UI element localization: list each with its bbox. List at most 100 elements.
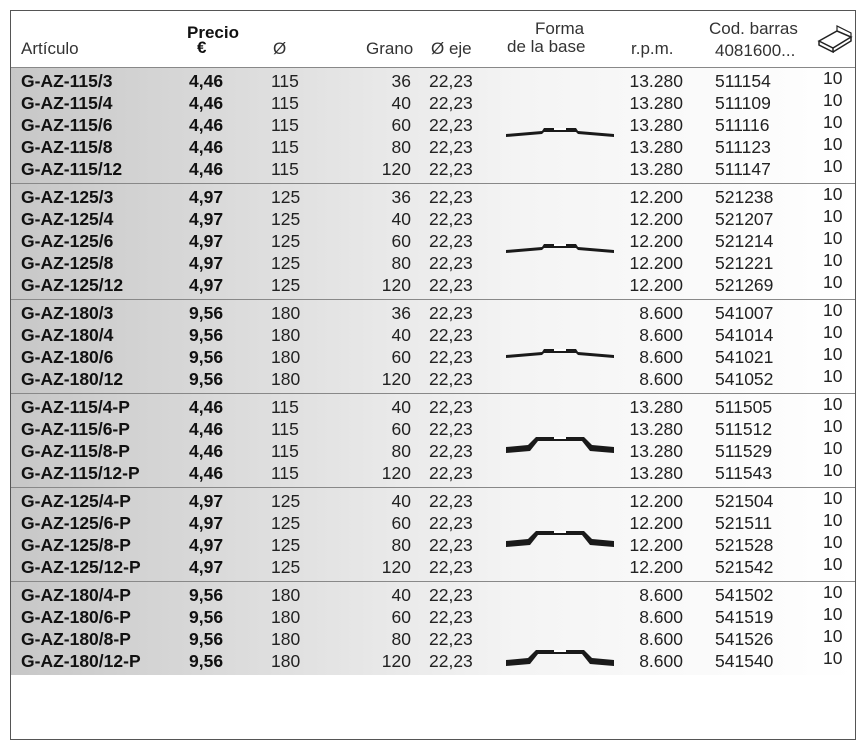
cell-precio: 4,97 bbox=[189, 275, 224, 295]
table-row: G-AZ-115/4-P 4,46 115 40 22,23 13.280 511505 10 bbox=[11, 394, 855, 418]
cell-precio: 4,97 bbox=[189, 187, 224, 207]
cell-eje: 22,23 bbox=[429, 347, 473, 367]
cell-cod-barras: 521207 bbox=[715, 209, 774, 229]
cell-grano: 40 bbox=[391, 585, 411, 605]
cell-eje: 22,23 bbox=[429, 419, 473, 439]
table-row: G-AZ-115/3 4,46 115 36 22,23 13.280 511154 10 bbox=[11, 68, 855, 92]
cell-rpm: 12.200 bbox=[629, 491, 683, 511]
cell-qty: 10 bbox=[823, 510, 843, 530]
cell-qty: 10 bbox=[823, 626, 843, 646]
cell-cod-barras: 541052 bbox=[715, 369, 774, 389]
cell-eje: 22,23 bbox=[429, 397, 473, 417]
cell-grano: 36 bbox=[391, 187, 411, 207]
cell-grano: 36 bbox=[391, 71, 411, 91]
flat-base-disc-icon bbox=[506, 238, 614, 259]
cell-diametro: 115 bbox=[271, 115, 299, 135]
cell-eje: 22,23 bbox=[429, 93, 473, 113]
table-row: G-AZ-125/12-P 4,97 125 120 22,23 12.200 521542… bbox=[11, 554, 855, 578]
cell-qty: 10 bbox=[823, 300, 843, 320]
cell-qty: 10 bbox=[823, 344, 843, 364]
cell-qty: 10 bbox=[823, 322, 843, 342]
cell-qty: 10 bbox=[823, 604, 843, 624]
cell-qty: 10 bbox=[823, 228, 843, 248]
cell-grano: 120 bbox=[381, 463, 411, 483]
cell-diametro: 180 bbox=[271, 369, 301, 389]
header-articulo: Artículo bbox=[21, 39, 79, 58]
cell-diametro: 125 bbox=[271, 253, 301, 273]
cell-rpm: 13.280 bbox=[629, 397, 683, 417]
cell-precio: 9,56 bbox=[189, 369, 224, 389]
product-group: G-AZ-125/4-P 4,97 125 40 22,23 12.200 521504 10… bbox=[11, 487, 855, 581]
cell-diametro: 180 bbox=[271, 629, 301, 649]
cell-precio: 9,56 bbox=[189, 347, 224, 367]
cell-cod-barras: 511109 bbox=[715, 93, 771, 113]
table-row: G-AZ-180/8-P 9,56 180 80 22,23 8.600 541526 10 bbox=[11, 626, 855, 650]
cell-grano: 60 bbox=[391, 513, 411, 533]
cell-precio: 4,97 bbox=[189, 209, 224, 229]
cell-articulo: G-AZ-180/4 bbox=[21, 325, 114, 345]
cell-eje: 22,23 bbox=[429, 491, 473, 511]
cell-rpm: 8.600 bbox=[639, 303, 683, 323]
cell-articulo: G-AZ-115/6-P bbox=[21, 419, 130, 439]
cell-cod-barras: 521238 bbox=[715, 187, 774, 207]
table-row: G-AZ-180/12-P 9,56 180 120 22,23 8.600 541540 1… bbox=[11, 648, 855, 672]
cell-rpm: 8.600 bbox=[639, 347, 683, 367]
cell-diametro: 115 bbox=[271, 441, 299, 461]
cell-eje: 22,23 bbox=[429, 585, 473, 605]
cell-grano: 40 bbox=[391, 325, 411, 345]
cell-qty: 10 bbox=[823, 648, 843, 668]
cell-eje: 22,23 bbox=[429, 325, 473, 345]
cell-qty: 10 bbox=[823, 250, 843, 270]
table-row: G-AZ-180/6 9,56 180 60 22,23 8.600 541021 10 bbox=[11, 344, 855, 368]
cell-articulo: G-AZ-180/6-P bbox=[21, 607, 131, 627]
cell-articulo: G-AZ-180/12-P bbox=[21, 651, 141, 671]
cell-diametro: 125 bbox=[271, 491, 301, 511]
cell-articulo: G-AZ-180/3 bbox=[21, 303, 114, 323]
cell-eje: 22,23 bbox=[429, 557, 473, 577]
cell-articulo: G-AZ-180/6 bbox=[21, 347, 114, 367]
cell-eje: 22,23 bbox=[429, 441, 473, 461]
cell-cod-barras: 541519 bbox=[715, 607, 774, 627]
flat-base-disc-icon bbox=[506, 343, 614, 364]
cell-rpm: 8.600 bbox=[639, 629, 683, 649]
cell-cod-barras: 521214 bbox=[715, 231, 774, 251]
cell-diametro: 180 bbox=[271, 585, 301, 605]
cell-rpm: 13.280 bbox=[629, 71, 683, 91]
cell-grano: 60 bbox=[391, 231, 411, 251]
cell-rpm: 12.200 bbox=[629, 253, 683, 273]
cell-grano: 80 bbox=[391, 441, 411, 461]
cell-precio: 9,56 bbox=[189, 303, 224, 323]
price-table: Artículo Precio € Ø Grano Ø eje Forma de… bbox=[10, 10, 856, 740]
cell-cod-barras: 541526 bbox=[715, 629, 774, 649]
cell-grano: 36 bbox=[391, 303, 411, 323]
header-eje: Ø eje bbox=[431, 39, 472, 58]
cell-qty: 10 bbox=[823, 366, 843, 386]
cell-cod-barras: 541021 bbox=[715, 347, 774, 367]
cell-diametro: 115 bbox=[271, 93, 299, 113]
raised-base-disc-icon bbox=[506, 527, 614, 554]
cell-articulo: G-AZ-125/6-P bbox=[21, 513, 131, 533]
cell-eje: 22,23 bbox=[429, 253, 473, 273]
cell-rpm: 13.280 bbox=[629, 441, 683, 461]
cell-precio: 4,46 bbox=[189, 137, 224, 157]
cell-precio: 4,46 bbox=[189, 419, 224, 439]
cell-grano: 40 bbox=[391, 209, 411, 229]
cell-cod-barras: 511116 bbox=[715, 115, 770, 135]
table-row: G-AZ-115/6 4,46 115 60 22,23 13.280 511116 10 bbox=[11, 112, 855, 136]
cell-rpm: 8.600 bbox=[639, 651, 683, 671]
cell-articulo: G-AZ-115/6 bbox=[21, 115, 113, 135]
cell-rpm: 8.600 bbox=[639, 607, 683, 627]
cell-cod-barras: 541502 bbox=[715, 585, 774, 605]
cell-cod-barras: 541014 bbox=[715, 325, 774, 345]
table-row: G-AZ-125/3 4,97 125 36 22,23 12.200 521238 10 bbox=[11, 184, 855, 208]
header-diametro: Ø bbox=[273, 39, 287, 58]
cell-articulo: G-AZ-115/8-P bbox=[21, 441, 130, 461]
cell-rpm: 8.600 bbox=[639, 585, 683, 605]
table-row: G-AZ-180/4 9,56 180 40 22,23 8.600 541014 10 bbox=[11, 322, 855, 346]
table-row: G-AZ-180/3 9,56 180 36 22,23 8.600 541007 10 bbox=[11, 300, 855, 324]
cell-cod-barras: 521504 bbox=[715, 491, 774, 511]
raised-base-disc-icon bbox=[506, 433, 614, 460]
cell-eje: 22,23 bbox=[429, 137, 473, 157]
cell-precio: 4,46 bbox=[189, 463, 224, 483]
cell-articulo: G-AZ-115/3 bbox=[21, 71, 113, 91]
